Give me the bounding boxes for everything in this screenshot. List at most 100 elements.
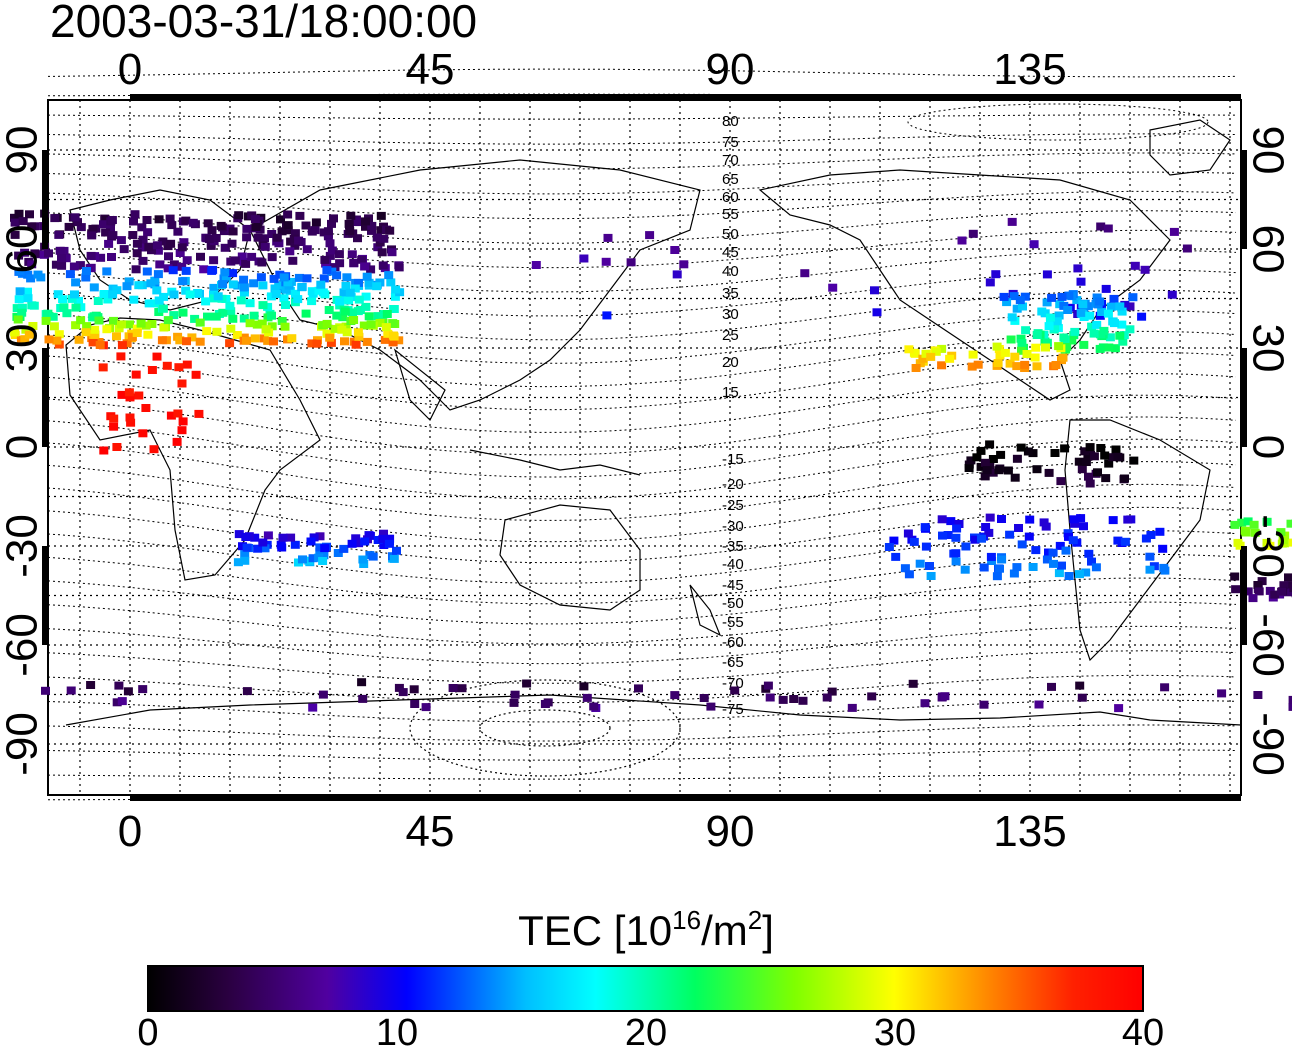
tec-cell (141, 321, 151, 330)
axis-bar-bottom (130, 795, 430, 801)
tec-cell (49, 322, 59, 331)
tec-cell (90, 330, 100, 339)
tec-cell (283, 226, 293, 235)
colorbar-tick-label: 40 (1121, 1012, 1165, 1054)
tec-cell (582, 693, 592, 702)
tec-cell (1070, 519, 1080, 528)
tec-cell (330, 263, 340, 272)
contour-label: 55 (722, 206, 739, 223)
contour-label: 40 (722, 263, 739, 280)
tec-cell (357, 255, 367, 264)
contour-label: -60 (722, 634, 744, 651)
tec-cell (1010, 473, 1020, 482)
tec-cell (44, 249, 53, 258)
tec-cell (52, 336, 62, 345)
tec-cell (388, 331, 398, 340)
tec-cell (314, 286, 324, 295)
tec-cell (87, 231, 97, 240)
tec-cell (1067, 336, 1077, 345)
tec-cell (124, 388, 134, 397)
tec-cell (341, 281, 351, 290)
tec-cell (1254, 587, 1264, 596)
top-axis-label: 0 (118, 45, 142, 94)
tec-cell (147, 320, 157, 328)
tec-cell (1069, 515, 1079, 524)
tec-cell (1074, 457, 1084, 466)
tec-cell (1095, 297, 1105, 306)
bottom-axis-labels: 04590135180-135-90-45 (118, 807, 1067, 856)
tec-cell (146, 279, 156, 288)
tec-cell (81, 267, 91, 275)
colorbar-tick-label: 30 (873, 1012, 917, 1054)
tec-cell (1075, 570, 1084, 579)
tec-cell (421, 703, 431, 712)
tec-cell (1055, 541, 1065, 550)
tec-cell (263, 531, 273, 540)
tec-cell (203, 312, 212, 321)
tec-cell (225, 339, 235, 348)
tec-cell (179, 238, 189, 247)
tec-cell (270, 284, 280, 293)
tec-cell (1160, 683, 1170, 692)
tec-cell (132, 249, 142, 258)
tec-cell (634, 684, 643, 693)
tec-cell (1078, 300, 1088, 309)
axis-bar-right (1241, 546, 1247, 645)
tec-cell (1108, 516, 1118, 525)
tec-cell (1037, 307, 1047, 316)
tec-cell (137, 223, 147, 232)
tec-cell (226, 324, 236, 333)
tec-cell (53, 290, 63, 299)
tec-cell (258, 538, 268, 547)
tec-cell (1017, 346, 1026, 355)
tec-cell (973, 360, 983, 369)
tec-cell (143, 330, 153, 339)
tec-cell (980, 458, 990, 467)
tec-cell (946, 517, 956, 526)
tec-cell (354, 332, 364, 341)
tec-cell (1005, 530, 1015, 539)
tec-cell (158, 237, 168, 246)
tec-cell (1093, 468, 1102, 477)
tec-cell (330, 324, 340, 333)
tec-cell (181, 216, 191, 225)
tec-cell (1278, 536, 1288, 545)
tec-cell (1113, 452, 1123, 461)
tec-cell (291, 289, 300, 298)
tec-cell (267, 311, 276, 320)
tec-cell (1104, 459, 1114, 468)
tec-cell (319, 551, 329, 560)
tec-cell (283, 278, 293, 287)
tec-cell (1056, 477, 1066, 486)
tec-cell (17, 303, 27, 312)
tec-cell (272, 233, 282, 242)
tec-cell (394, 683, 404, 692)
tec-cell (352, 218, 361, 227)
tec-cell (94, 316, 104, 325)
tec-cell (976, 446, 986, 455)
tec-cell (271, 290, 281, 298)
tec-cell (1182, 244, 1192, 253)
tec-cell (177, 262, 187, 271)
tec-cell (1120, 300, 1130, 309)
tec-cell (308, 554, 318, 563)
contour-label: -45 (722, 577, 744, 594)
tec-cell (1010, 352, 1020, 361)
tec-cell (191, 370, 201, 379)
tec-cell (318, 690, 328, 699)
tec-cell (144, 243, 154, 252)
tec-cell (112, 332, 121, 341)
tec-cell (699, 694, 709, 702)
tec-cell (1030, 353, 1040, 362)
tec-cell (157, 336, 167, 345)
tec-cell (1289, 584, 1292, 593)
tec-cell (129, 217, 138, 226)
magnetic-contour-line (47, 553, 1237, 605)
tec-cell (136, 319, 146, 328)
tec-cell (132, 239, 142, 248)
tec-cell (182, 337, 191, 346)
tec-cell (76, 223, 86, 232)
tec-cell (670, 691, 680, 700)
tec-cell (109, 316, 118, 325)
tec-cell (181, 266, 191, 275)
